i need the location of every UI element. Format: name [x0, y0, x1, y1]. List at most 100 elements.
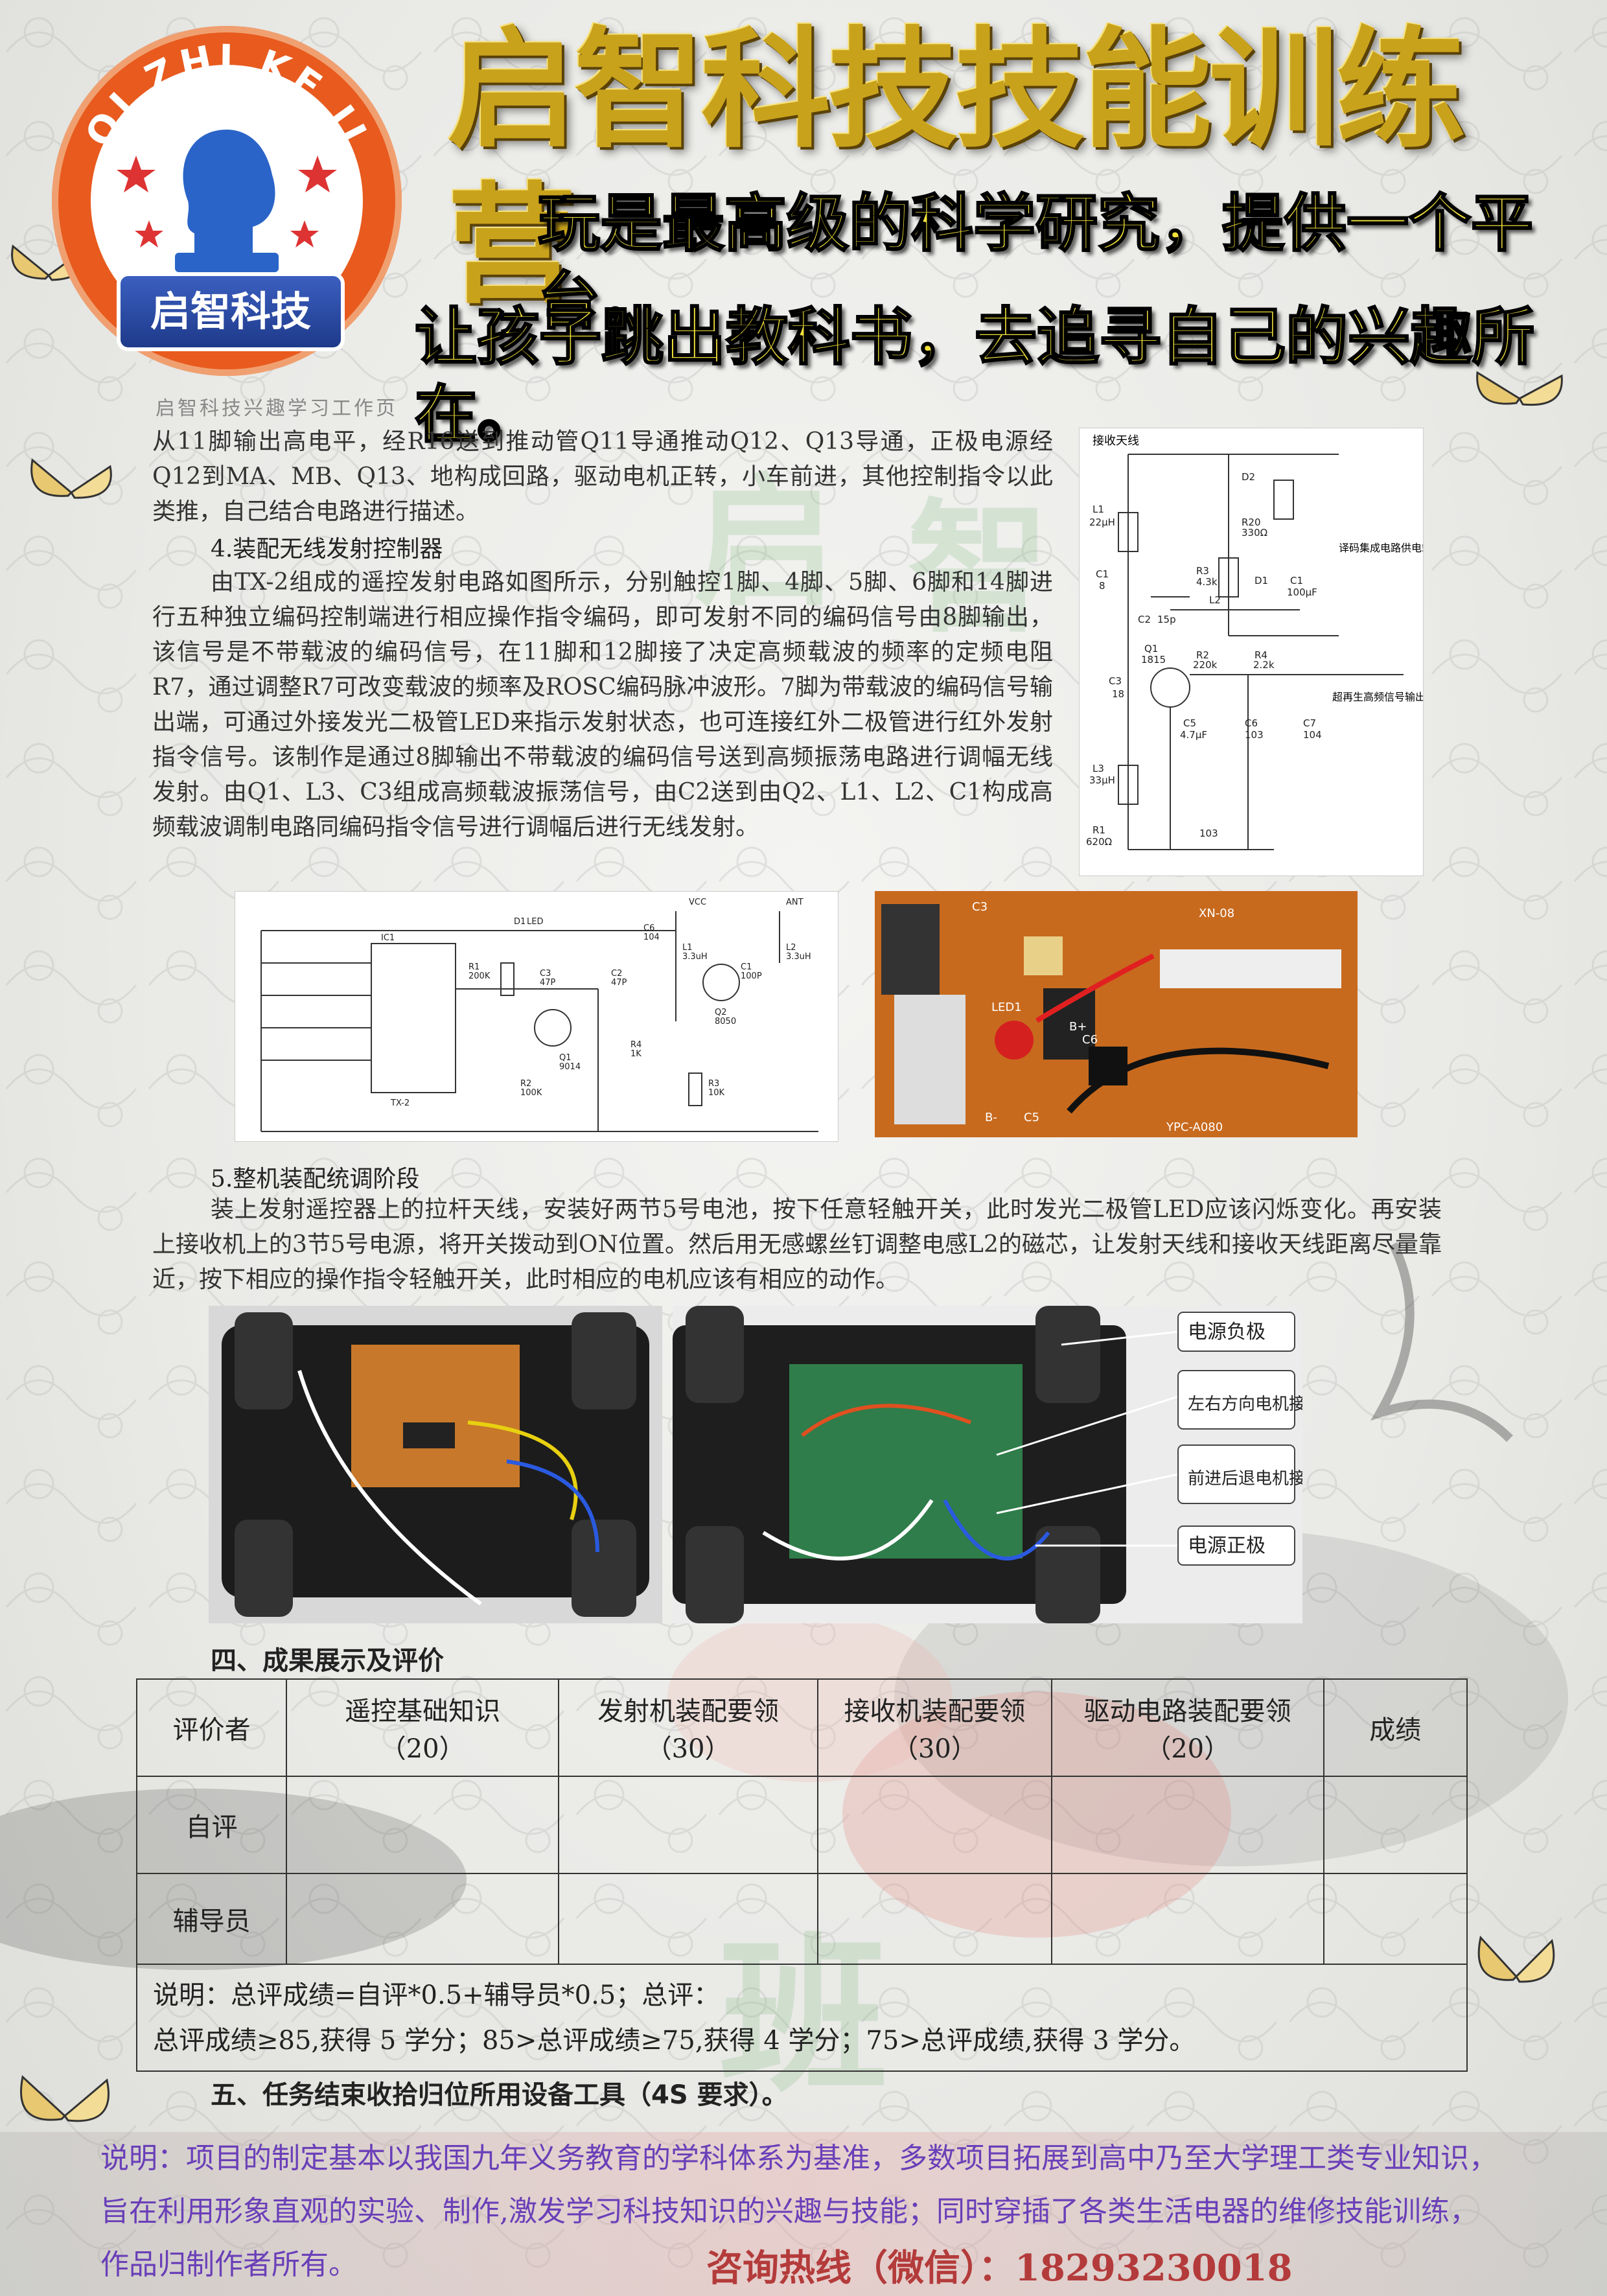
svg-text:C1: C1: [1096, 568, 1109, 580]
circuit-component-labels: ANT VCC L1 3.3uH L2 3.3uH C6 104 C1 100P…: [381, 898, 811, 1108]
svg-text:10K: 10K: [708, 1088, 725, 1098]
row-label-tutor: 辅导员: [135, 1873, 288, 1965]
table-cell[interactable]: [1323, 1776, 1468, 1874]
svg-text:103: 103: [1245, 729, 1264, 741]
table-cell[interactable]: [286, 1776, 560, 1874]
section-four-heading: 四、成果展示及评价: [211, 1646, 444, 1676]
svg-text:VCC: VCC: [689, 898, 706, 907]
header-score: 成绩: [1323, 1678, 1468, 1777]
slogan-line-1: 玩是最高级的科学研究，提供一个平台，: [537, 187, 1534, 339]
header-transmitter: 发射机装配要领 （30）: [558, 1678, 819, 1777]
table-note-row: 说明：总评成绩=自评*0.5+辅导员*0.5；总评： 总评成绩≥85,获得 5 …: [136, 1964, 1468, 2072]
svg-text:C1: C1: [741, 962, 752, 972]
svg-text:18: 18: [1112, 688, 1124, 700]
svg-text:1K: 1K: [630, 1049, 642, 1059]
svg-text:4.3k: 4.3k: [1196, 576, 1218, 588]
svg-text:200K: 200K: [468, 971, 491, 981]
svg-text:R4: R4: [630, 1040, 642, 1050]
svg-text:9014: 9014: [559, 1062, 581, 1072]
callout-drive-motor: 前进后退电机接: [1188, 1469, 1302, 1489]
note-rf-output: 超再生高频信号输出端: [1332, 691, 1424, 703]
svg-text:103: 103: [1199, 828, 1218, 839]
svg-text:R3: R3: [708, 1079, 719, 1089]
svg-text:C5: C5: [1183, 717, 1196, 729]
table-cell[interactable]: [286, 1873, 560, 1965]
transmitter-circuit-diagram: ANT VCC L1 3.3uH L2 3.3uH C6 104 C1 100P…: [235, 891, 838, 1142]
antenna-label: 接收天线: [1093, 434, 1139, 448]
logo-banner: 启智科技: [117, 272, 345, 351]
svg-text:R4: R4: [1254, 649, 1267, 661]
paragraph-transmitter: 由TX-2组成的遥控发射电路如图所示，分别触控1脚、4脚、5脚、6脚和14脚进行…: [152, 569, 1053, 841]
section-five-heading: 五、任务结束收拾归位所用设备工具（4S 要求）。: [211, 2080, 788, 2110]
table-cell[interactable]: [558, 1776, 819, 1874]
watermark-text: 智: [907, 486, 1050, 652]
paragraph-assembly: 装上发射遥控器上的拉杆天线，安装好两节5号电池，按下任意轻触开关，此时发光二极管…: [152, 1196, 1442, 1293]
butterfly-icon: [1477, 1935, 1555, 1983]
callout-labels: 电源负极 左右方向电机接D1 前进后退电机接 电源正极: [1188, 1321, 1302, 1557]
svg-text:Q2: Q2: [715, 1008, 727, 1017]
svg-text:C3: C3: [540, 969, 551, 979]
svg-text:C3: C3: [972, 900, 988, 914]
svg-text:L1: L1: [682, 943, 693, 953]
table-cell[interactable]: [817, 1873, 1052, 1965]
svg-text:8: 8: [1099, 580, 1105, 592]
header-receiver: 接收机装配要领 （30）: [817, 1678, 1052, 1777]
svg-text:104: 104: [1303, 729, 1322, 741]
svg-text:100K: 100K: [520, 1088, 542, 1098]
svg-text:C2: C2: [1138, 614, 1151, 625]
butterfly-icon: [30, 458, 112, 499]
svg-text:47P: 47P: [540, 978, 556, 988]
footer-description: 说明：项目的制定基本以我国九年义务教育的学科体系为基准，多数项目拓展到高中乃至大…: [100, 2142, 1497, 2281]
svg-text:D1: D1: [1254, 575, 1268, 586]
svg-text:100P: 100P: [741, 971, 762, 981]
section-heading-assembly: 5.整机装配统调阶段: [211, 1166, 420, 1192]
svg-text:33μH: 33μH: [1089, 774, 1115, 786]
table-row: 辅导员: [135, 1873, 1468, 1965]
header-drive-circuit: 驱动电路装配要领 （20）: [1050, 1678, 1324, 1777]
svg-text:ANT: ANT: [786, 898, 804, 907]
svg-text:LED: LED: [527, 917, 543, 927]
svg-text:15p: 15p: [1157, 614, 1176, 625]
table-header-row: 评价者 遥控基础知识 （20） 发射机装配要领 （30） 接收机装配要领 （30） 驱…: [135, 1678, 1468, 1777]
svg-text:C6: C6: [1245, 717, 1258, 729]
table-row: 自评: [135, 1776, 1468, 1874]
svg-text:D1: D1: [514, 917, 526, 927]
note-decoder-supply: 译码集成电路供电端: [1339, 542, 1424, 554]
car-chassis-photo: [209, 1306, 662, 1623]
table-cell[interactable]: [817, 1776, 1052, 1874]
table-cell[interactable]: [1323, 1873, 1468, 1965]
svg-text:R1: R1: [468, 962, 480, 972]
svg-text:Q1: Q1: [559, 1053, 572, 1063]
slogan-line-2: 让孩子跳出教科书，去追寻自己的兴趣所在。: [414, 300, 1536, 452]
paragraph-motor-drive: 从11脚输出高电平，经R16送到推动管Q11导通推动Q12、Q13导通，正极电源…: [152, 428, 1053, 525]
svg-text:R3: R3: [1196, 565, 1209, 577]
grading-note: 说明：总评成绩=自评*0.5+辅导员*0.5；总评： 总评成绩≥85,获得 5 …: [136, 1964, 1468, 2072]
svg-text:R2: R2: [520, 1079, 531, 1089]
brand-logo: QI ZHI KE JI 启智科技: [52, 26, 402, 376]
watermark-text: 启: [693, 460, 837, 626]
footer-background: [0, 2132, 1607, 2296]
circuit-component-labels: L1 22μH C1 8 D2 R20 330Ω R3 4.3k D1 C1 1…: [1086, 471, 1322, 848]
svg-text:2.2k: 2.2k: [1253, 659, 1275, 671]
svg-text:620Ω: 620Ω: [1086, 836, 1112, 848]
table-cell[interactable]: [1050, 1776, 1324, 1874]
table-cell[interactable]: [1050, 1873, 1324, 1965]
svg-text:1815: 1815: [1141, 654, 1166, 666]
svg-text:L2: L2: [1209, 594, 1221, 606]
svg-text:100μF: 100μF: [1287, 586, 1317, 598]
evaluation-table: 评价者 遥控基础知识 （20） 发射机装配要领 （30） 接收机装配要领 （30） 驱…: [135, 1678, 1468, 2072]
page-title: 启智科技技能训练营: [447, 15, 1466, 321]
svg-text:YPC-A080: YPC-A080: [1166, 1120, 1223, 1134]
svg-text:TX-2: TX-2: [390, 1098, 410, 1108]
svg-text:4.7μF: 4.7μF: [1180, 729, 1207, 741]
table-cell[interactable]: [558, 1873, 819, 1965]
svg-text:C2: C2: [611, 969, 622, 979]
svg-text:R1: R1: [1093, 824, 1105, 836]
butterfly-icon: [1476, 371, 1563, 406]
hotline-contact: 咨询热线（微信）：18293230018: [706, 2247, 1293, 2290]
svg-text:L2: L2: [786, 943, 796, 953]
board-labels: XN-08 LED1 B+ B- C5 C6 C3 YPC-A080: [972, 900, 1234, 1134]
svg-text:D2: D2: [1242, 471, 1255, 483]
svg-text:B-: B-: [985, 1111, 997, 1124]
header-evaluator: 评价者: [135, 1678, 288, 1777]
